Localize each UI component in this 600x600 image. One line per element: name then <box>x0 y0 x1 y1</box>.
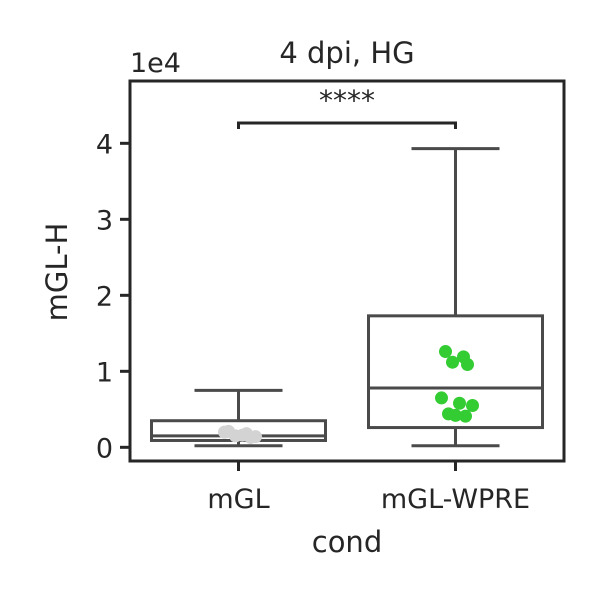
data-point <box>453 396 466 410</box>
x-tick-label: mGL <box>207 484 269 515</box>
y-tick-label: 2 <box>96 281 113 312</box>
plot-frame <box>128 79 566 463</box>
data-point <box>249 430 262 444</box>
significance-bracket <box>237 121 457 129</box>
data-point <box>449 408 462 422</box>
data-point <box>218 425 231 439</box>
data-point <box>435 391 448 405</box>
y-axis-label: mGL-H <box>40 223 74 322</box>
y-tick-label: 1 <box>96 357 113 388</box>
x-axis-label: cond <box>312 525 382 559</box>
data-point <box>439 345 452 359</box>
y-tick-label: 4 <box>96 129 113 160</box>
y-tick-label: 0 <box>96 433 113 464</box>
chart-title: 4 dpi, HG <box>279 36 414 70</box>
data-point <box>459 409 472 423</box>
data-point <box>236 428 249 442</box>
y-offset-label: 1e4 <box>130 48 181 79</box>
data-point <box>461 357 474 371</box>
y-tick-label: 3 <box>96 205 113 236</box>
data-point <box>446 355 459 369</box>
x-tick-label: mGL-WPRE <box>381 484 530 515</box>
significance-label: **** <box>319 84 375 117</box>
data-point <box>466 399 479 413</box>
